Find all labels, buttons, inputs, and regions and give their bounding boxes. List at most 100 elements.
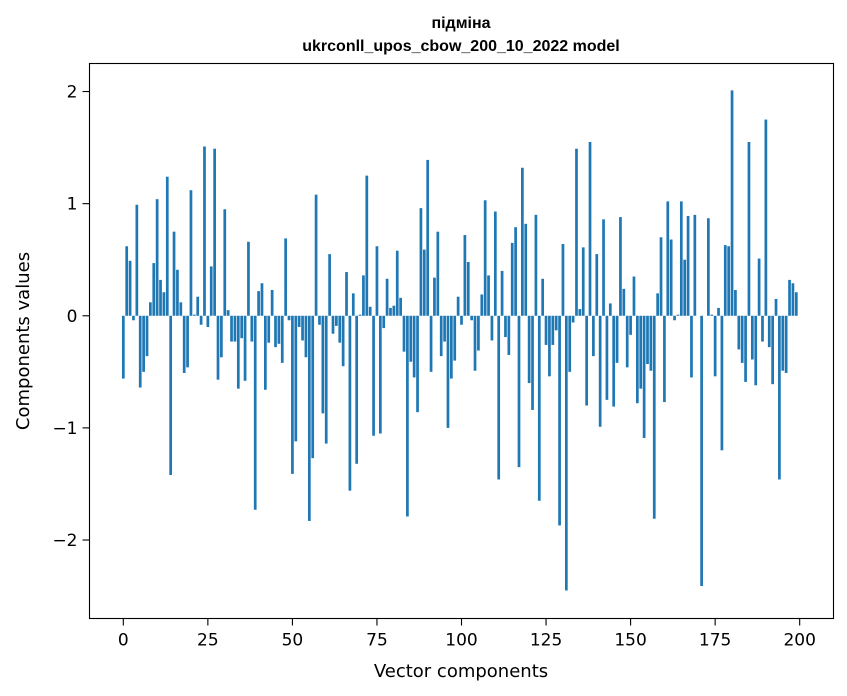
bar-component-24 xyxy=(203,146,206,316)
x-tick-label: 125 xyxy=(530,631,562,651)
x-tick-label: 75 xyxy=(366,631,388,651)
bar-component-53 xyxy=(301,315,304,341)
bar-component-62 xyxy=(331,315,335,334)
bar-component-143 xyxy=(605,315,609,400)
bar-component-51 xyxy=(294,315,298,442)
bar-component-12 xyxy=(162,292,166,316)
bar-component-69 xyxy=(355,315,359,464)
bar-component-49 xyxy=(287,315,291,321)
bar-component-56 xyxy=(311,315,315,459)
chart-subtitle: ukrconll_upos_cbow_200_10_2022 model xyxy=(302,38,619,55)
bar-component-41 xyxy=(260,283,264,316)
bar-component-141 xyxy=(598,315,602,427)
bar-component-76 xyxy=(378,315,382,434)
bar-component-161 xyxy=(666,201,670,316)
bar-component-103 xyxy=(470,315,473,321)
bar-component-197 xyxy=(788,279,791,316)
bar-component-23 xyxy=(199,315,203,325)
chart-title: підміна xyxy=(431,15,490,32)
y-tick-label: 1 xyxy=(67,195,78,215)
bar-component-35 xyxy=(240,315,244,339)
bar-component-10 xyxy=(155,199,159,316)
bar-component-178 xyxy=(723,245,727,316)
bar-component-48 xyxy=(284,238,287,316)
bar-component-118 xyxy=(521,167,524,316)
bar-component-119 xyxy=(524,223,528,316)
bar-component-16 xyxy=(176,269,179,316)
bar-component-104 xyxy=(473,315,477,371)
bar-component-182 xyxy=(737,315,741,350)
bar-component-39 xyxy=(253,315,257,510)
bar-component-189 xyxy=(761,315,764,342)
bar-component-168 xyxy=(690,315,693,378)
y-tick-label: 2 xyxy=(67,83,78,103)
bar-component-109 xyxy=(490,315,494,341)
bar-component-77 xyxy=(382,315,386,329)
bar-component-22 xyxy=(196,296,200,316)
bar-component-144 xyxy=(608,303,612,316)
bar-component-94 xyxy=(439,315,443,357)
bar-component-40 xyxy=(257,291,260,316)
bar-component-145 xyxy=(612,315,616,407)
bar-component-134 xyxy=(575,148,578,316)
bar-component-32 xyxy=(230,315,233,342)
x-tick-label: 100 xyxy=(445,631,477,651)
y-tick-label: 0 xyxy=(67,307,78,327)
bar-component-63 xyxy=(335,315,338,326)
bar-component-79 xyxy=(389,307,392,316)
bar-component-26 xyxy=(209,266,213,316)
bar-component-58 xyxy=(318,315,321,325)
x-tick-label: 150 xyxy=(614,631,646,651)
bar-component-8 xyxy=(149,302,152,316)
bar-component-85 xyxy=(409,315,413,362)
x-axis-ticks: 0 25 50 75 100 125 150 175 200 xyxy=(118,618,816,651)
bar-component-55 xyxy=(307,315,311,521)
bar-component-60 xyxy=(324,315,328,444)
bar-component-42 xyxy=(264,315,267,390)
bar-component-14 xyxy=(169,315,173,475)
bar-component-152 xyxy=(636,315,639,404)
bar-component-180 xyxy=(730,90,734,316)
bar-component-100 xyxy=(460,315,463,325)
bar-component-20 xyxy=(189,190,193,316)
bar-component-37 xyxy=(247,241,250,316)
bar-component-66 xyxy=(345,272,348,316)
bar-component-43 xyxy=(267,315,271,343)
bar-component-59 xyxy=(321,315,325,414)
bar-component-84 xyxy=(406,315,409,517)
bar-component-97 xyxy=(450,315,453,379)
bar-component-50 xyxy=(291,315,294,474)
bar-component-80 xyxy=(392,305,396,316)
bar-component-165 xyxy=(679,201,683,316)
bar-component-127 xyxy=(551,315,555,345)
bar-component-91 xyxy=(429,315,433,372)
bar-component-34 xyxy=(236,315,240,389)
bar-component-114 xyxy=(507,315,511,356)
bar-component-194 xyxy=(778,315,781,480)
bar-component-137 xyxy=(585,315,588,406)
bar-component-123 xyxy=(537,315,541,501)
bar-component-196 xyxy=(784,315,788,373)
bar-component-25 xyxy=(206,315,210,327)
bar-component-18 xyxy=(182,315,186,373)
bar-component-151 xyxy=(632,276,636,316)
bar-component-146 xyxy=(615,315,619,363)
bar-component-124 xyxy=(541,278,545,316)
bar-component-15 xyxy=(172,231,176,316)
bar-component-138 xyxy=(588,141,592,316)
bar-component-131 xyxy=(564,315,568,591)
bar-component-57 xyxy=(314,194,318,316)
bar-component-142 xyxy=(602,219,605,316)
bar-component-186 xyxy=(750,315,754,360)
bar-component-107 xyxy=(483,200,487,316)
bar-component-98 xyxy=(453,315,457,361)
bar-component-64 xyxy=(338,315,342,343)
bar-component-136 xyxy=(581,247,585,316)
bar-component-139 xyxy=(592,315,595,357)
bar-component-29 xyxy=(220,315,223,358)
bar-component-195 xyxy=(781,315,785,371)
bar-component-54 xyxy=(304,315,308,358)
bar-component-86 xyxy=(412,315,416,378)
bar-component-44 xyxy=(270,289,274,316)
